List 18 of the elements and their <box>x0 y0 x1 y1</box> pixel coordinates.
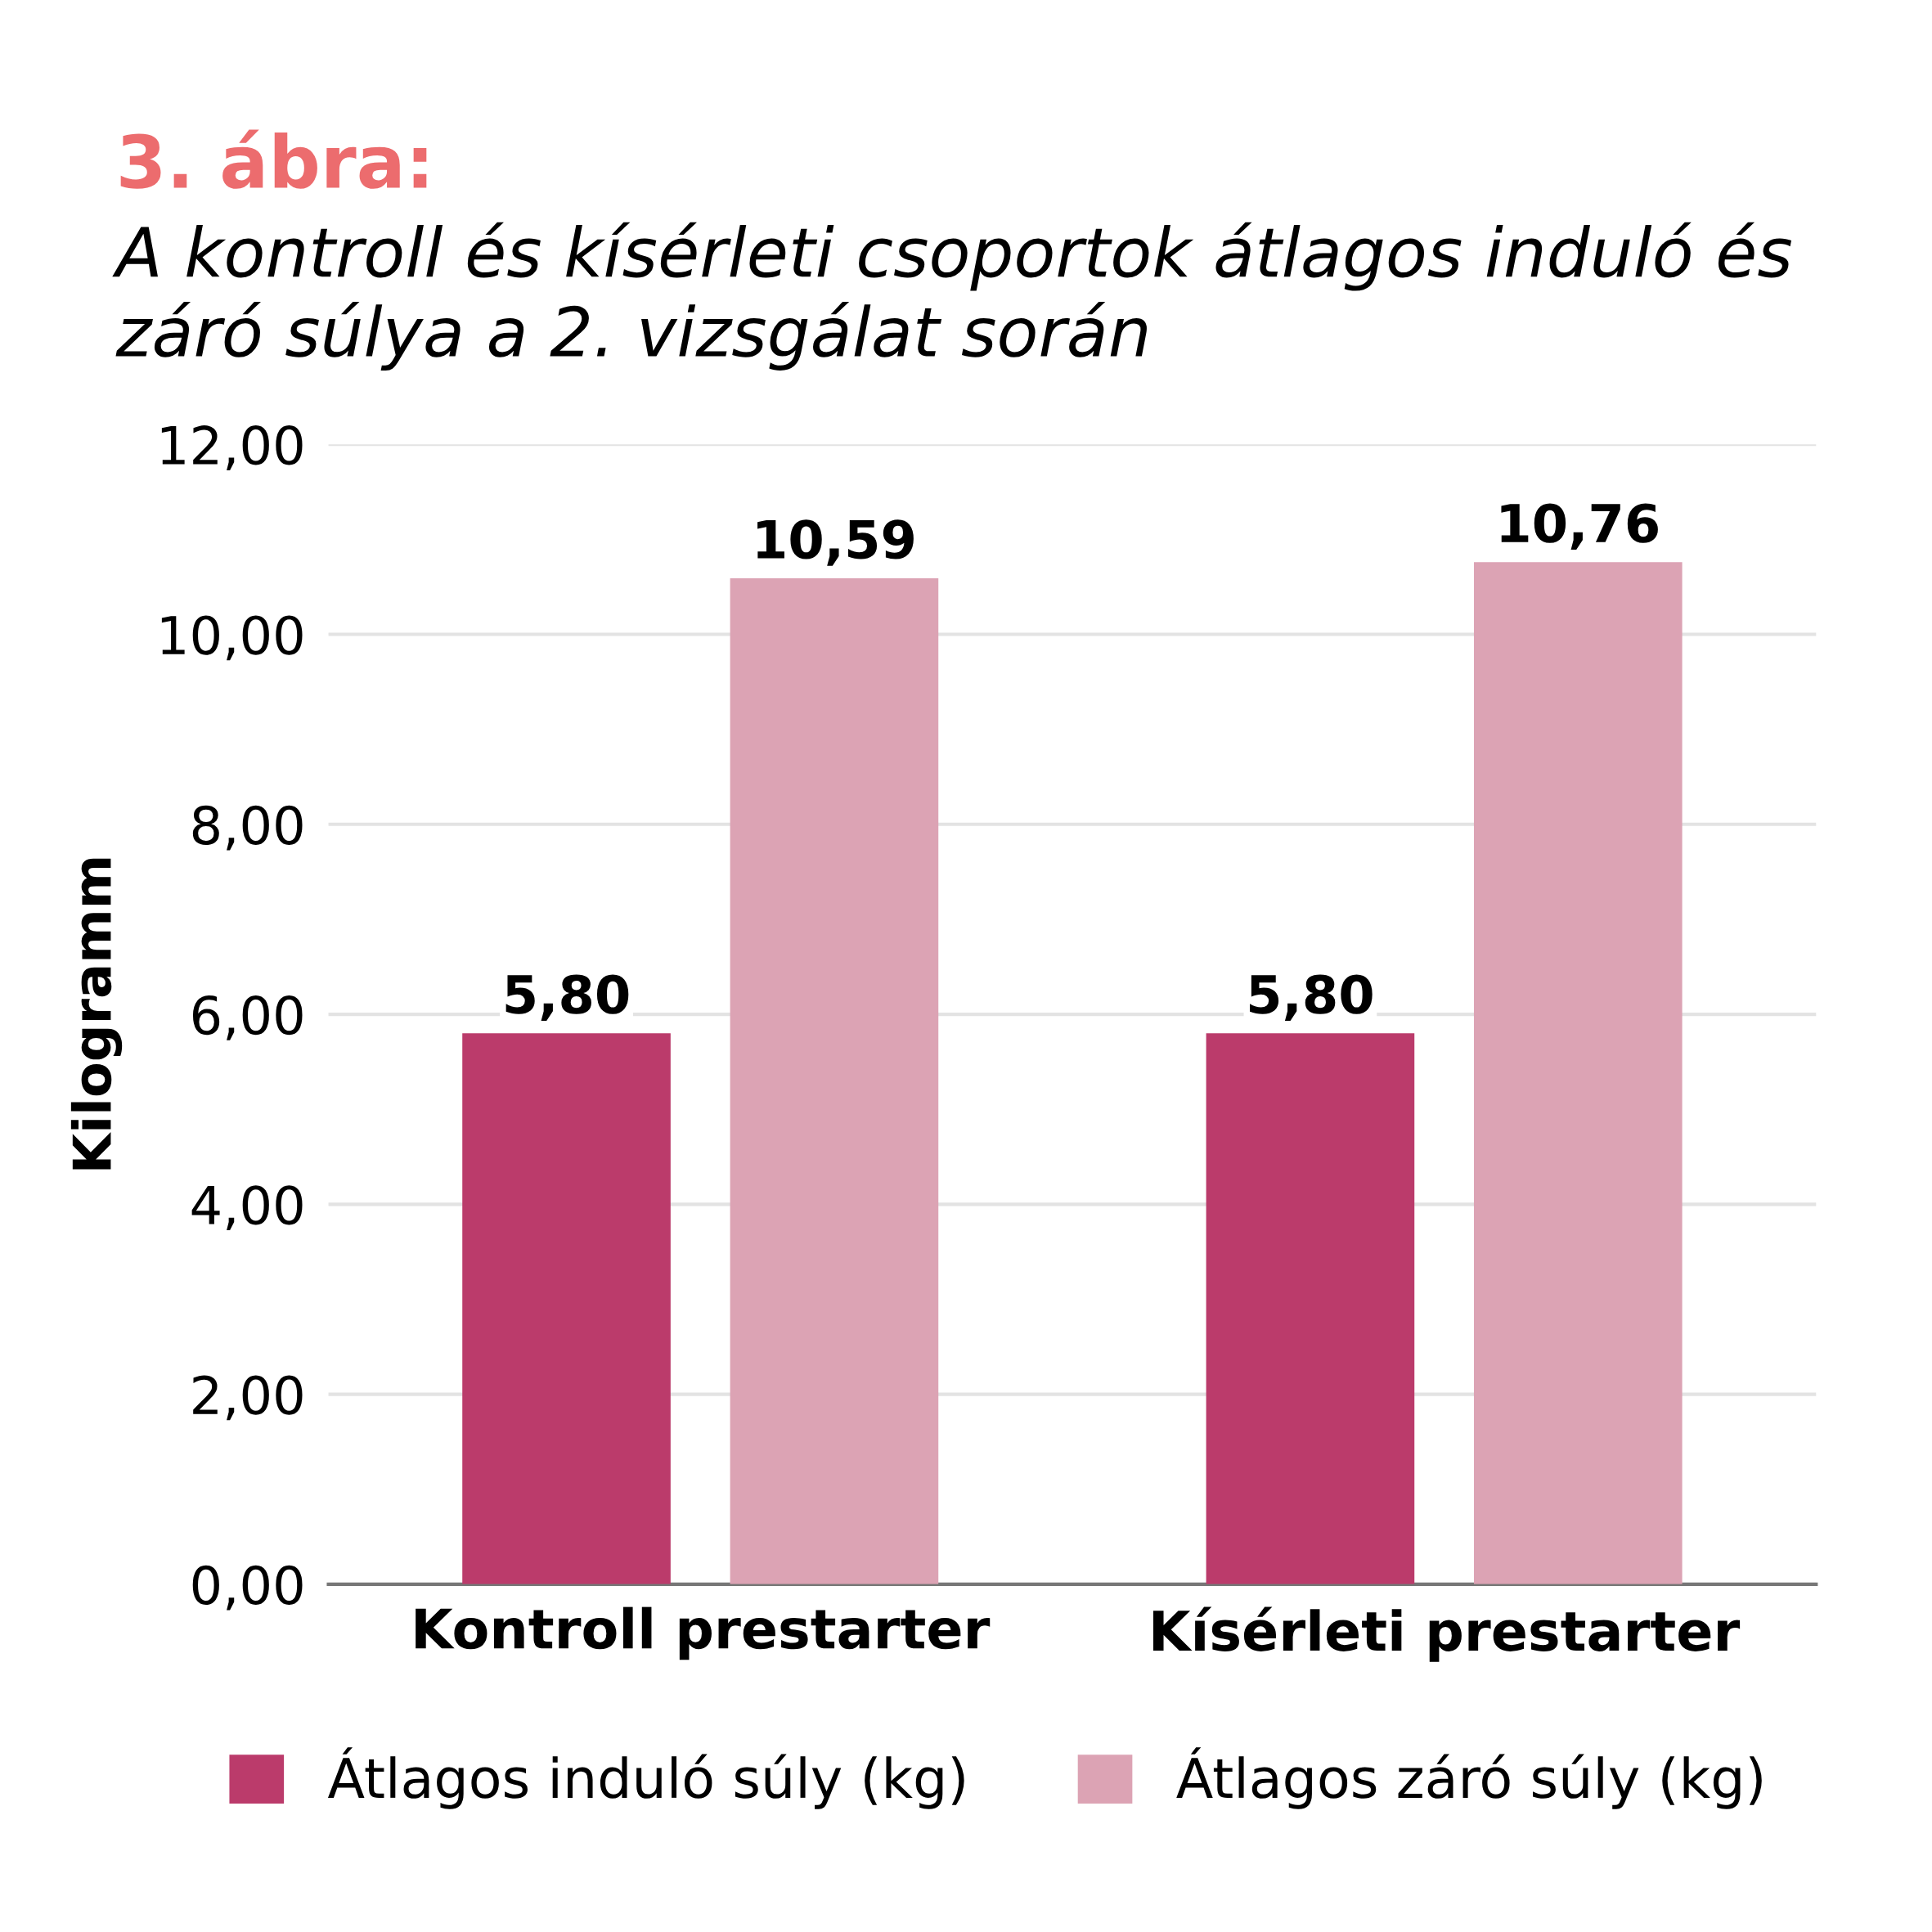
y-tick-label: 2,00 <box>193 1375 303 1421</box>
legend-label: Átlagos záró súly (kg) <box>1176 1747 1762 1809</box>
y-tick-label: 6,00 <box>192 995 303 1040</box>
y-tick-label: 10,00 <box>161 615 303 661</box>
chart-subtitle: A kontroll és kísérleti csoportok átlagos induló és záró súlya a 2. vizsgálat során <box>112 222 1792 371</box>
y-axis-title: Kilogramm <box>70 858 123 1170</box>
y-tick-label: 0,00 <box>192 1565 303 1611</box>
x-tick-label: Kísérleti prestarter <box>1152 1606 1741 1662</box>
y-tick-label: 12,00 <box>161 425 303 470</box>
data-label: 5,80 <box>505 974 629 1021</box>
chart-title: 3. ábra: <box>120 129 427 189</box>
legend-label: Átlagos induló súly (kg) <box>327 1747 964 1809</box>
data-label: 10,76 <box>1501 503 1658 550</box>
data-label: 5,80 <box>1250 974 1373 1021</box>
y-tick-label: 8,00 <box>192 805 303 851</box>
data-label: 10,59 <box>757 519 914 566</box>
x-tick-label: Kontroll prestarter <box>416 1606 991 1660</box>
y-tick-label: 4,00 <box>191 1185 303 1231</box>
